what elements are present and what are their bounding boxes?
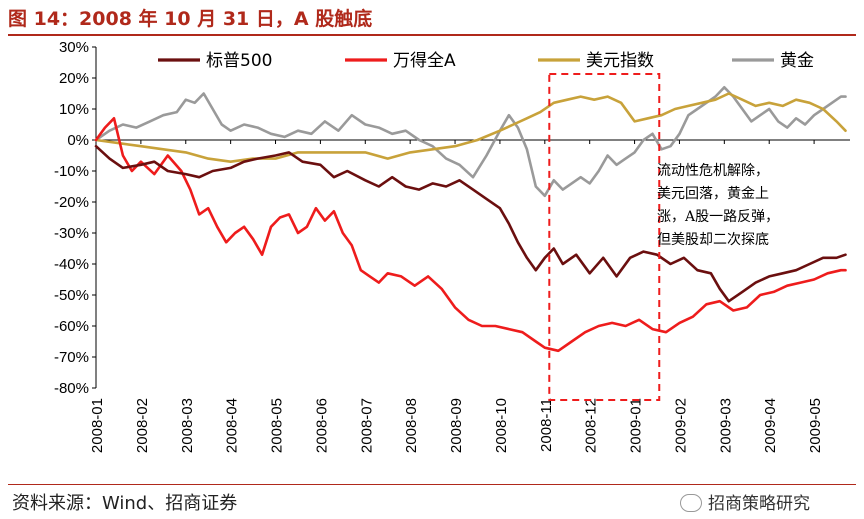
x-tick-label: 2008-09 [448, 398, 465, 453]
y-axis: 30% 20% 10% 0% -10% -20% -30% -40% -50% -60% -70% -… [54, 39, 97, 397]
footer-divider [8, 484, 856, 485]
y-tick-label: 20% [59, 70, 89, 87]
x-tick-label: 2009-01 [628, 398, 645, 453]
annotation-line-1: 流动性危机解除， [657, 163, 769, 179]
x-tick-label: 2009-02 [672, 398, 689, 453]
annotation-line-3: 涨，A股一路反弹， [657, 209, 779, 225]
x-axis: 2008-01 2008-02 2008-03 2008-04 2008-05 2008-… [89, 139, 850, 453]
figure-title: 图 14：2008 年 10 月 31 日，A 股触底 [8, 8, 373, 30]
source-note: 资料来源：Wind、招商证券 [12, 493, 238, 514]
wechat-icon [680, 494, 702, 512]
series-line-sp500 [94, 144, 847, 303]
y-tick-label: -60% [54, 318, 89, 335]
annotation-line-4: 但美股却二次探底 [657, 232, 769, 248]
annotation-line-2: 美元回落，黄金上 [657, 185, 769, 202]
legend-label-gold: 黄金 [780, 51, 814, 71]
x-tick-label: 2008-01 [89, 398, 106, 453]
x-tick-label: 2009-05 [807, 398, 824, 453]
x-tick-label: 2008-11 [538, 398, 555, 452]
legend-label-sp500: 标普500 [206, 51, 272, 71]
y-tick-label: -70% [54, 349, 89, 366]
y-tick-label: 10% [59, 101, 89, 118]
x-tick-label: 2008-10 [493, 398, 510, 453]
y-tick-label: 0% [67, 132, 89, 149]
x-tick-label: 2008-05 [269, 398, 286, 453]
legend: 标普500 万得全A 美元指数 黄金 [158, 51, 814, 71]
x-tick-label: 2008-07 [358, 398, 375, 453]
x-tick-label: 2008-02 [134, 398, 151, 453]
y-tick-label: -40% [54, 256, 89, 273]
y-tick-label: -10% [54, 163, 89, 180]
highlight-box [548, 73, 661, 401]
annotation: 流动性危机解除， 美元回落，黄金上 涨，A股一路反弹， 但美股却二次探底 [657, 163, 779, 248]
series-line-gold [94, 86, 847, 198]
brand-label: 招商策略研究 [680, 489, 810, 514]
y-tick-label: -80% [54, 380, 89, 397]
x-tick-label: 2008-12 [583, 398, 600, 453]
brand-text: 招商策略研究 [708, 494, 810, 514]
x-tick-label: 2009-03 [717, 398, 734, 453]
legend-label-dxy: 美元指数 [586, 51, 654, 71]
x-tick-label: 2009-04 [762, 398, 779, 453]
title-divider [8, 34, 856, 36]
x-tick-label: 2008-03 [179, 398, 196, 453]
x-tick-label: 2008-04 [224, 398, 241, 453]
y-tick-label: 30% [59, 39, 89, 56]
y-tick-label: -30% [54, 225, 89, 242]
series-line-wind_a [94, 117, 847, 353]
legend-label-wind_a: 万得全A [393, 51, 456, 71]
x-tick-label: 2008-08 [403, 398, 420, 453]
x-tick-label: 2008-06 [313, 398, 330, 453]
y-tick-label: -50% [54, 287, 89, 304]
y-tick-label: -20% [54, 194, 89, 211]
series-layer [94, 86, 847, 353]
